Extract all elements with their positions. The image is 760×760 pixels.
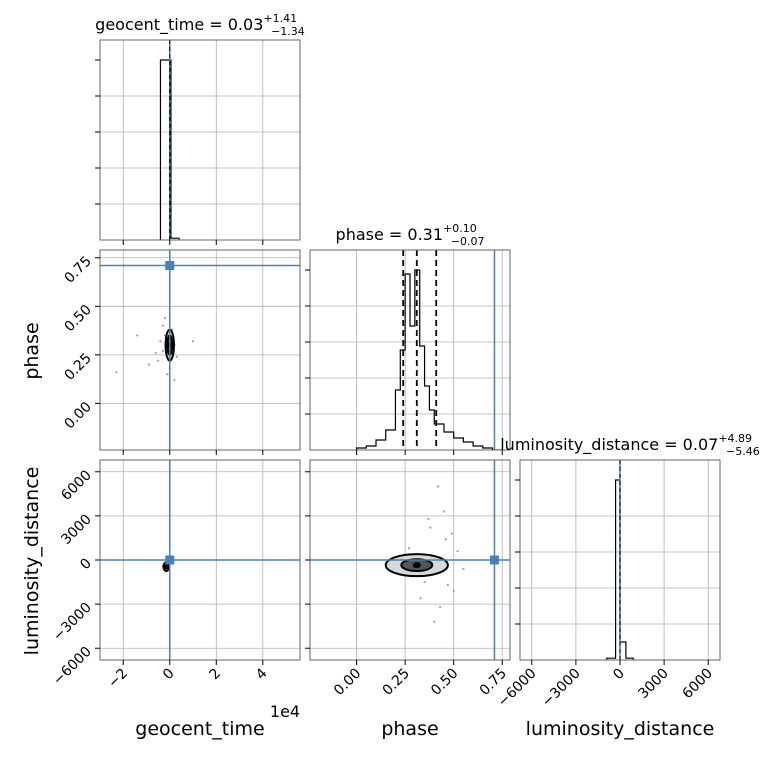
panel-phase_phase [356, 250, 503, 450]
scatter-point [437, 485, 440, 488]
scatter-point [452, 589, 455, 592]
panel-luminosity_distance_luminosity_distance [606, 460, 634, 660]
xtick-label: 0.25 [380, 666, 413, 699]
xtick-label: −2 [105, 666, 131, 692]
xtick-label: 0.50 [428, 666, 461, 699]
scatter-point [446, 583, 449, 587]
scatter-point [147, 363, 150, 366]
contour-core [162, 563, 171, 570]
xtick-label: −3000 [539, 666, 584, 711]
truth-marker [489, 555, 499, 565]
scatter-point [419, 597, 422, 600]
scatter-point [173, 378, 176, 382]
histogram-phase [356, 269, 503, 450]
scatter-point [429, 526, 432, 529]
ylabel-phase: phase [21, 322, 43, 379]
scatter-point [433, 620, 436, 623]
xtick-label: 2 [206, 666, 224, 684]
ytick-label: 0.25 [61, 350, 94, 383]
ytick-label: 3000 [58, 511, 95, 548]
ylabel-luminosity-distance: luminosity_distance [21, 467, 43, 656]
title-luminosity_distance: luminosity_distance = 0.07+4.89 −5.46 [500, 432, 760, 458]
panel-geocent_time_geocent_time [159, 40, 180, 240]
xlabel-phase: phase [381, 718, 438, 740]
truth-marker [165, 555, 175, 565]
ytick-label: 0 [77, 556, 95, 574]
histogram-geocent_time [159, 59, 180, 240]
panel-geocent_time_luminosity_distance [100, 460, 300, 660]
scatter-point [161, 349, 164, 353]
data-layer [100, 40, 634, 660]
scatter-point [157, 359, 160, 362]
scatter-point [423, 580, 426, 584]
ytick-label: −6000 [50, 644, 95, 689]
scatter-point [161, 324, 164, 327]
scatter-point [136, 334, 139, 337]
panel-frame [99, 39, 301, 241]
contour-core [412, 562, 421, 569]
truth-marker [165, 261, 175, 271]
title-geocent_time: geocent_time = 0.03+1.41 −1.34 [95, 12, 305, 38]
scatter-point [154, 351, 157, 355]
xlabel-geocent-time: geocent_time [135, 718, 264, 740]
scatter-point [462, 567, 465, 570]
title-phase: phase = 0.31+0.10 −0.07 [336, 222, 485, 248]
scatter-point [442, 510, 446, 513]
scatter-point [164, 316, 167, 320]
panel-frame [309, 249, 511, 451]
xtick-label: 4 [253, 665, 271, 683]
panel-phase_luminosity_distance [310, 460, 510, 660]
ytick-label: 0.50 [61, 302, 94, 335]
scatter-point [191, 340, 195, 343]
scatter-point [456, 550, 459, 553]
xtick-label: 0.00 [331, 666, 364, 699]
xtick-label: 3000 [635, 666, 672, 703]
panel-geocent_time_phase [100, 250, 300, 450]
scatter-point [407, 547, 411, 550]
scatter-point [159, 340, 162, 343]
ytick-label: −3000 [50, 600, 95, 645]
xlabel-luminosity-distance: luminosity_distance [526, 718, 715, 740]
scatter-point [438, 605, 442, 609]
scatter-point [115, 371, 118, 374]
xtick-label: 0 [610, 666, 628, 684]
ytick-label: 0.75 [61, 253, 94, 286]
offset-text: 1e4 [270, 702, 300, 721]
ytick-label: 6000 [58, 467, 95, 504]
xtick-label: 6000 [680, 666, 717, 703]
scatter-point [175, 355, 178, 358]
scatter-point [427, 517, 430, 520]
ytick-label: 0.00 [61, 399, 94, 432]
scatter-point [444, 538, 448, 541]
panel-frame [99, 249, 301, 451]
scatter-point [450, 532, 453, 535]
scatter-point [166, 373, 169, 376]
xtick-label: 0 [160, 666, 178, 684]
frame-layer [95, 39, 721, 665]
